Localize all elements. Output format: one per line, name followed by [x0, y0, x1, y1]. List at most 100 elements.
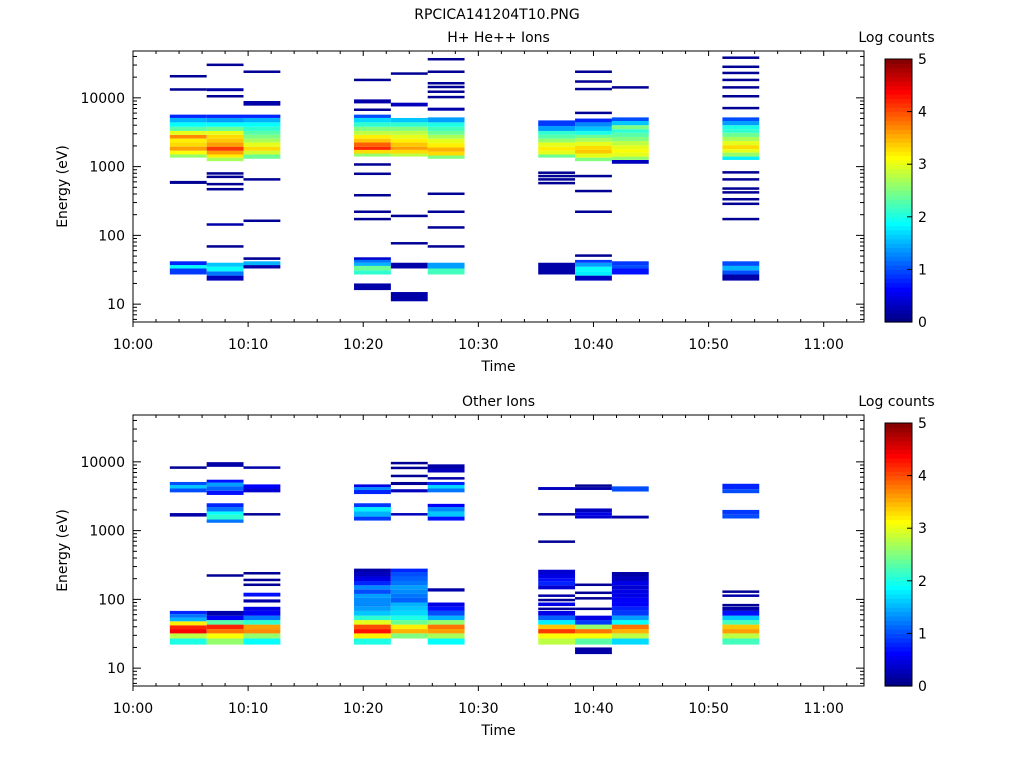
heatmap-cell: [611, 638, 649, 645]
heatmap-cell: [206, 157, 244, 162]
colorbar-segment: [885, 585, 912, 591]
colorbar-segment: [885, 278, 912, 284]
heatmap-cell: [611, 265, 649, 269]
x-axis-label: Time: [480, 359, 515, 375]
heatmap-cell: [243, 513, 281, 516]
heatmap-cell: [538, 125, 576, 131]
heatmap-cell: [354, 210, 391, 213]
heatmap-cell: [243, 219, 281, 223]
colorbar-segment: [885, 72, 912, 78]
heatmap-cell: [169, 629, 207, 634]
x-tick-label: 10:00: [113, 701, 153, 717]
heatmap-cell: [538, 154, 576, 158]
colorbar-segment: [885, 633, 912, 639]
heatmap-cell: [427, 606, 465, 611]
heatmap-cell: [575, 130, 612, 135]
heatmap-cells: [169, 56, 760, 302]
heatmap-cell: [722, 270, 760, 275]
heatmap-cell: [169, 614, 207, 618]
heatmap-cell: [427, 638, 465, 645]
heatmap-cell: [722, 274, 760, 281]
heatmap-cell: [169, 126, 207, 131]
heatmap-cell: [390, 620, 428, 625]
heatmap-cell: [575, 647, 612, 655]
colorbar-segment: [885, 59, 912, 64]
heatmap-cell: [575, 583, 612, 587]
heatmap-cell: [354, 108, 391, 111]
colorbar-segment: [885, 580, 912, 586]
heatmap-cell: [575, 254, 612, 257]
heatmap-cell: [354, 153, 391, 157]
heatmap-cell: [538, 146, 576, 151]
colorbar-tick-label: 2: [918, 574, 927, 590]
heatmap-cell: [243, 599, 281, 603]
heatmap-cell: [243, 257, 281, 260]
colorbar-segment: [885, 168, 912, 174]
heatmap-cell: [722, 509, 760, 515]
heatmap-cell: [611, 159, 649, 164]
colorbar-tick-label: 0: [918, 315, 927, 331]
heatmap-cell: [243, 484, 281, 489]
heatmap-cell: [538, 120, 576, 126]
heatmap-cell: [169, 268, 207, 275]
y-tick-label: 100: [98, 228, 125, 244]
heatmap-cell: [427, 122, 465, 127]
heatmap-cell: [575, 275, 612, 281]
colorbar-segment: [885, 593, 912, 599]
heatmap-cell: [538, 633, 576, 639]
heatmap-cell: [722, 56, 760, 59]
colorbar-segment: [885, 300, 912, 306]
heatmap-cell: [575, 189, 612, 193]
colorbar-segment: [885, 611, 912, 617]
heatmap-cell: [722, 86, 760, 89]
heatmap-cell: [611, 610, 649, 616]
heatmap-cell: [169, 88, 207, 91]
colorbar-segment: [885, 273, 912, 279]
heatmap-cell: [390, 629, 428, 634]
heatmap-cell: [538, 487, 576, 490]
colorbar-segment: [885, 164, 912, 170]
heatmap-cell: [206, 462, 244, 465]
x-tick-label: 10:20: [343, 337, 383, 353]
heatmap-cell: [243, 114, 281, 118]
colorbar-segment: [885, 563, 912, 569]
heatmap-cell: [427, 588, 465, 592]
heatmap-cell: [390, 589, 428, 594]
colorbar-segment: [885, 115, 912, 121]
heatmap-cell: [427, 143, 465, 148]
heatmap-cell: [427, 147, 465, 152]
colorbar-segment: [885, 536, 912, 542]
heatmap-cell: [354, 593, 391, 598]
heatmap-cell: [575, 70, 612, 73]
colorbar-tick-label: 5: [918, 416, 927, 432]
heatmap-cell: [390, 593, 428, 598]
heatmap-cell: [722, 483, 760, 490]
heatmap-cell: [575, 271, 612, 276]
heatmap-cell: [206, 519, 244, 523]
y-tick-label: 10: [107, 297, 125, 313]
heatmap-cell: [206, 271, 244, 276]
heatmap-cell: [611, 268, 649, 275]
heatmap-cell: [575, 210, 612, 213]
heatmap-cell: [354, 633, 391, 639]
heatmap-cell: [575, 597, 612, 600]
heatmap-cell: [722, 594, 760, 597]
heatmap-cell: [390, 262, 428, 269]
colorbar-segment: [885, 313, 912, 319]
heatmap-cell: [169, 150, 207, 155]
colorbar-segment: [885, 199, 912, 205]
colorbar-segment: [885, 659, 912, 665]
heatmap-cell: [243, 583, 281, 587]
heatmap-cell: [390, 568, 428, 573]
heatmap-cell: [611, 606, 649, 611]
plot-frame: [132, 50, 865, 323]
heatmap-cell: [427, 192, 465, 196]
heatmap-cell: [722, 171, 760, 174]
colorbar-segment: [885, 243, 912, 249]
heatmap-cell: [243, 615, 281, 621]
heatmap-cell: [427, 610, 465, 616]
colorbar-segment: [885, 637, 912, 643]
heatmap-cell: [206, 134, 244, 139]
heatmap-cell: [206, 95, 244, 98]
